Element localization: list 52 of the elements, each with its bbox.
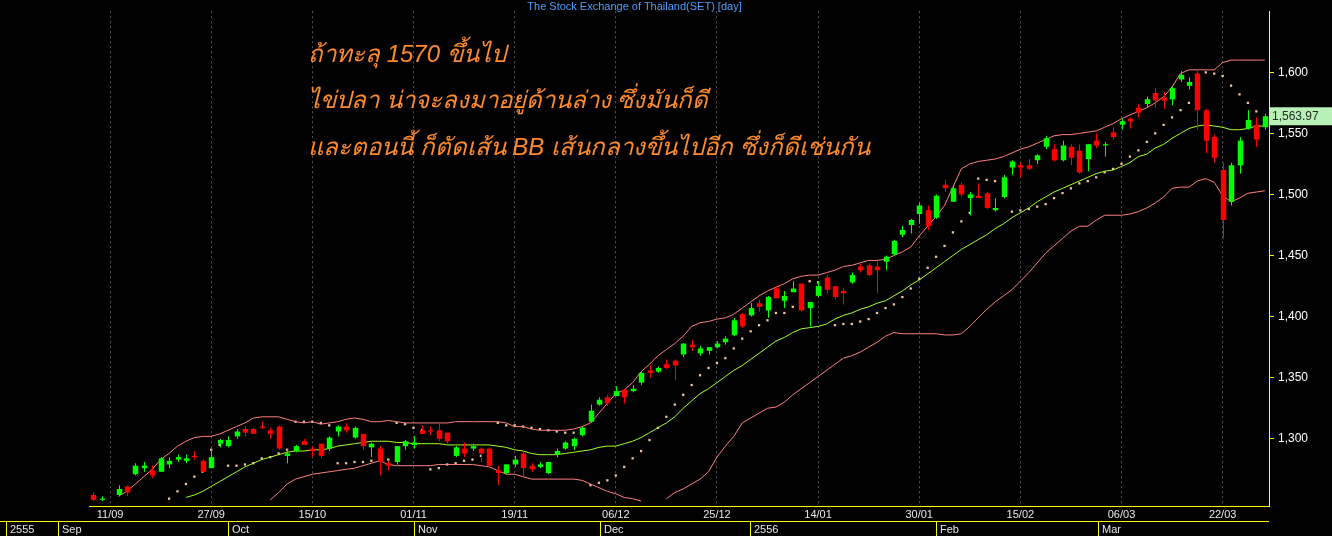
candlestick (1076, 143, 1083, 175)
x-tick-label: 30/01 (905, 507, 933, 520)
text: Oct (228, 522, 250, 536)
candlestick (436, 422, 443, 442)
x-tick-label: 22/03 (1208, 507, 1237, 520)
annotation: และตอนนี้ ก็ตัดเส้น BB เส้นกลางขึ้นไปอีก ซึ่งก็ดีเช่นกัน (308, 129, 871, 160)
x-tick-label: 25/12 (703, 507, 731, 520)
x-tick-label: 14/01 (804, 507, 832, 520)
text: Dec (600, 522, 624, 536)
candlestick (925, 204, 932, 231)
y-tick-label: 1,400 (1278, 308, 1309, 323)
annotation: ถ้าทะลุ 1570 ขึ้นไป (308, 36, 510, 69)
candlestick (520, 449, 527, 479)
x-tick-label: 19/11 (501, 507, 528, 520)
y-tick-label: 1,500 (1278, 186, 1309, 201)
candlestick (1068, 143, 1075, 166)
candlestick (1001, 174, 1008, 199)
chart-title: The Stock Exchange of Thailand(SET) [day] (527, 0, 742, 13)
candlestick (916, 202, 923, 225)
text: 1,563.97 (1272, 108, 1320, 123)
y-tick-label: 1,350 (1278, 370, 1309, 385)
candlestick (672, 358, 679, 381)
candlestick (807, 301, 814, 327)
annotation: ไข่ปลา น่าจะลงมาอยู่ด้านล่าง ซึ่งมันก็ดี (308, 83, 712, 115)
candlestick (731, 317, 738, 337)
text: Mar (1098, 522, 1121, 536)
text: Feb (936, 522, 959, 536)
x-tick-label: 06/12 (602, 507, 630, 520)
candlestick (486, 446, 493, 468)
text: Nov (414, 522, 438, 536)
candlestick (394, 445, 401, 465)
candlestick (1085, 143, 1092, 172)
x-tick-label: 27/09 (197, 507, 225, 520)
x-tick-label: 15/10 (298, 507, 327, 520)
text: Sep (58, 522, 82, 536)
candlestick (588, 404, 595, 424)
candlestick (765, 295, 772, 319)
candlestick (824, 274, 831, 294)
candlestick (933, 193, 940, 220)
candlestick (276, 424, 283, 451)
text: 2556 (750, 522, 779, 536)
candlestick (1169, 86, 1176, 106)
y-tick-label: 1,600 (1278, 64, 1309, 79)
y-tick-label: 1,300 (1278, 431, 1309, 446)
x-tick-label: 01/11 (400, 507, 427, 520)
x-tick-label: 06/03 (1107, 507, 1136, 520)
y-tick-label: 1,450 (1278, 247, 1309, 262)
x-tick-label: 15/02 (1006, 507, 1035, 520)
candlestick (1211, 134, 1218, 164)
text: 2555 (6, 522, 35, 536)
x-tick-label: 11/09 (96, 507, 124, 520)
y-tick-label: 1,550 (1278, 125, 1309, 140)
